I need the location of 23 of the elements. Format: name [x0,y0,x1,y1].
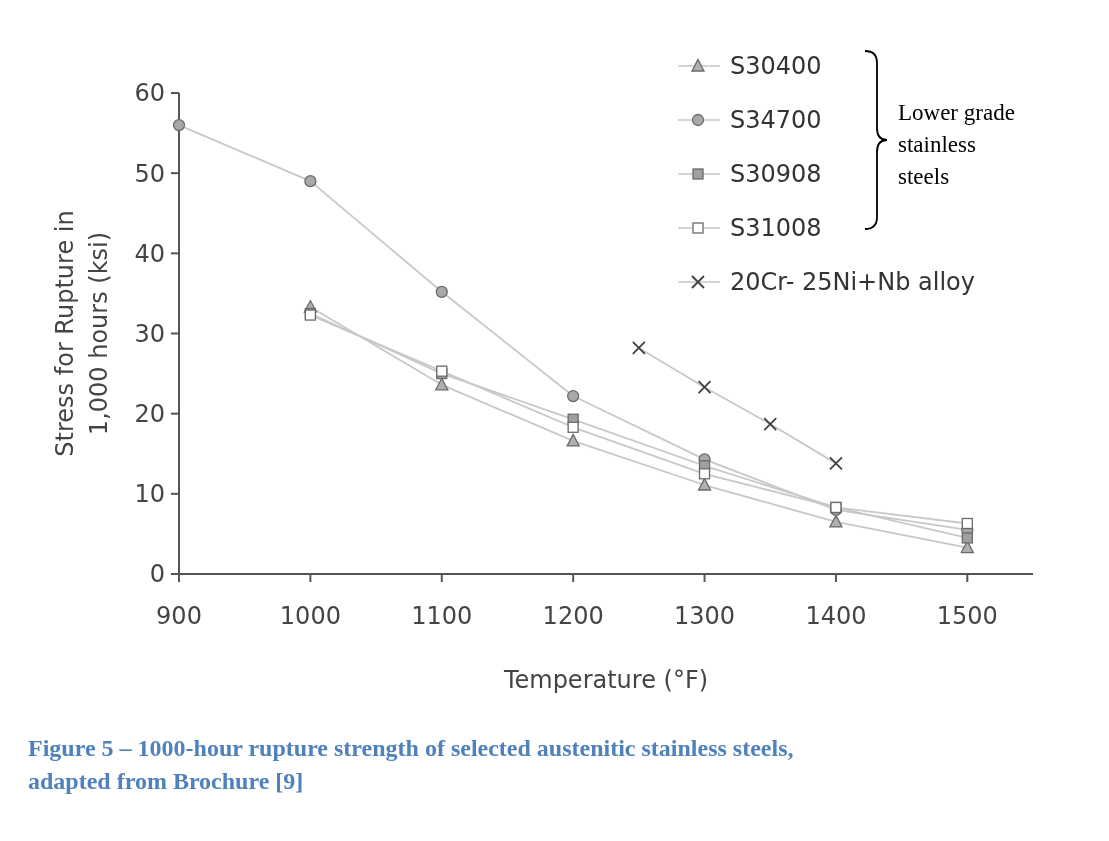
y-tick-label: 50 [134,159,165,188]
x-axis-title: Temperature (°F) [502,666,709,694]
y-axis-title: Stress for Rupture in 1,000 hours (ksi) [51,210,113,457]
legend-label: S30400 [730,52,822,81]
y-tick-label: 40 [134,239,165,268]
x-tick-label: 1300 [674,602,736,630]
legend-label: 20Cr- 25Ni+Nb alloy [730,268,975,297]
x-tick-label: 1500 [936,602,998,630]
x-tick-label: 900 [156,602,202,630]
x-tick-label: 1400 [805,602,867,630]
y-tick-label: 30 [134,319,165,348]
legend-label: S30908 [730,160,822,189]
y-tick-label: 60 [134,79,165,108]
y-tick-label: 20 [134,400,165,429]
legend-label: S31008 [730,214,822,243]
y-tick-label: 10 [134,480,165,509]
x-tick-label: 1200 [542,602,604,630]
y-tick-label: 0 [149,560,165,589]
caption: Figure 5 – 1000-hour rupture strength of selected austenitic stainless steels, adapted from Brochure [9] [28,735,794,794]
legend-label: S34700 [730,106,822,135]
x-tick-label: 1000 [279,602,341,630]
annotation: Lower grade stainless steels [898,100,1015,189]
x-tick-label: 1100 [411,602,473,630]
